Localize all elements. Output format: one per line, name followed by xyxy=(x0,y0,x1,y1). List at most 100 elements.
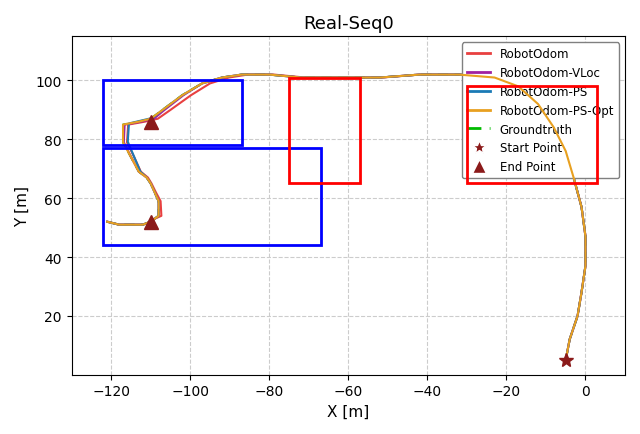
RobotOdom xyxy=(152,190,160,195)
RobotOdom xyxy=(151,217,159,222)
RobotOdom xyxy=(225,76,233,81)
RobotOdom-VLoc xyxy=(155,214,163,219)
RobotOdom-VLoc xyxy=(147,220,154,225)
RobotOdom-PS-Opt xyxy=(155,214,163,219)
RobotOdom-PS-Opt xyxy=(573,313,581,319)
RobotOdom-VLoc xyxy=(570,176,577,181)
RobotOdom xyxy=(301,76,308,81)
Groundtruth xyxy=(582,263,589,269)
RobotOdom-PS xyxy=(151,190,159,195)
RobotOdom-VLoc xyxy=(151,217,159,222)
RobotOdom-VLoc xyxy=(238,73,246,78)
RobotOdom xyxy=(104,220,111,225)
Groundtruth xyxy=(455,73,463,78)
Groundtruth xyxy=(155,199,163,204)
RobotOdom-VLoc xyxy=(138,120,145,125)
Groundtruth xyxy=(562,358,570,363)
Groundtruth xyxy=(578,205,586,210)
RobotOdom xyxy=(137,170,145,175)
RobotOdom xyxy=(340,76,348,81)
RobotOdom-PS-Opt xyxy=(179,93,186,99)
RobotOdom xyxy=(127,223,135,228)
RobotOdom-PS-Opt xyxy=(159,108,166,113)
Groundtruth xyxy=(159,108,166,113)
RobotOdom-PS xyxy=(198,82,206,87)
RobotOdom-VLoc xyxy=(582,263,589,269)
Bar xyxy=(289,79,360,184)
RobotOdom-PS-Opt xyxy=(127,223,135,228)
RobotOdom xyxy=(148,181,156,187)
RobotOdom-PS xyxy=(376,76,384,81)
RobotOdom-PS xyxy=(297,76,305,81)
RobotOdom xyxy=(562,358,570,363)
RobotOdom xyxy=(141,120,148,125)
RobotOdom-VLoc xyxy=(127,155,135,160)
RobotOdom-PS-Opt xyxy=(147,181,154,187)
RobotOdom-VLoc xyxy=(104,220,111,225)
RobotOdom-PS xyxy=(155,199,163,204)
RobotOdom-VLoc xyxy=(150,117,157,122)
RobotOdom xyxy=(206,82,214,87)
Line: RobotOdom-PS-Opt: RobotOdom-PS-Opt xyxy=(108,76,586,360)
Groundtruth xyxy=(218,76,226,81)
Legend: RobotOdom, RobotOdom-VLoc, RobotOdom-PS, RobotOdom-PS-Opt, Groundtruth, Start Po: RobotOdom, RobotOdom-VLoc, RobotOdom-PS,… xyxy=(462,43,619,179)
Groundtruth xyxy=(515,85,522,90)
Groundtruth xyxy=(573,313,581,319)
RobotOdom xyxy=(573,313,581,319)
RobotOdom-PS-Opt xyxy=(147,220,154,225)
RobotOdom-PS-Opt xyxy=(415,73,423,78)
RobotOdom-VLoc xyxy=(151,190,159,195)
RobotOdom-VLoc xyxy=(147,181,154,187)
RobotOdom-PS-Opt xyxy=(297,76,305,81)
Groundtruth xyxy=(155,214,163,219)
Line: Groundtruth: Groundtruth xyxy=(108,76,586,360)
Groundtruth xyxy=(147,117,154,122)
RobotOdom-PS xyxy=(179,93,186,99)
RobotOdom-PS-Opt xyxy=(376,76,384,81)
RobotOdom-PS xyxy=(131,155,138,160)
RobotOdom-VLoc xyxy=(135,170,143,175)
RobotOdom-VLoc xyxy=(115,223,123,228)
RobotOdom-PS xyxy=(515,85,522,90)
RobotOdom-PS-Opt xyxy=(143,176,150,181)
RobotOdom xyxy=(578,205,586,210)
RobotOdom-VLoc xyxy=(218,76,226,81)
RobotOdom-PS-Opt xyxy=(151,190,159,195)
RobotOdom-PS xyxy=(139,118,147,124)
RobotOdom xyxy=(491,76,499,81)
Groundtruth xyxy=(151,217,159,222)
Groundtruth xyxy=(566,337,573,342)
RobotOdom-PS xyxy=(136,170,144,175)
RobotOdom xyxy=(455,73,463,78)
RobotOdom-PS-Opt xyxy=(566,337,573,342)
RobotOdom-VLoc xyxy=(161,108,168,113)
RobotOdom-PS xyxy=(582,234,589,240)
RobotOdom-VLoc xyxy=(566,337,573,342)
RobotOdom-PS-Opt xyxy=(135,120,143,125)
RobotOdom-VLoc xyxy=(455,73,463,78)
RobotOdom-PS-Opt xyxy=(266,73,273,78)
RobotOdom-VLoc xyxy=(562,149,570,155)
Groundtruth xyxy=(119,123,127,128)
Bar xyxy=(103,149,321,246)
RobotOdom-PS xyxy=(566,337,573,342)
RobotOdom-PS-Opt xyxy=(115,223,123,228)
RobotOdom xyxy=(147,220,154,225)
RobotOdom-PS xyxy=(582,263,589,269)
Groundtruth xyxy=(127,155,135,160)
RobotOdom-PS-Opt xyxy=(570,176,577,181)
Groundtruth xyxy=(550,126,557,131)
Groundtruth xyxy=(143,176,150,181)
Groundtruth xyxy=(151,190,159,195)
RobotOdom-PS-Opt xyxy=(491,76,499,81)
RobotOdom-PS-Opt xyxy=(119,123,127,128)
Groundtruth xyxy=(135,120,143,125)
RobotOdom-VLoc xyxy=(139,223,147,228)
RobotOdom-PS-Opt xyxy=(582,234,589,240)
RobotOdom-VLoc xyxy=(155,199,163,204)
RobotOdom xyxy=(154,117,162,122)
RobotOdom-PS xyxy=(104,220,111,225)
Groundtruth xyxy=(179,93,186,99)
RobotOdom-VLoc xyxy=(198,82,206,87)
RobotOdom xyxy=(144,176,152,181)
